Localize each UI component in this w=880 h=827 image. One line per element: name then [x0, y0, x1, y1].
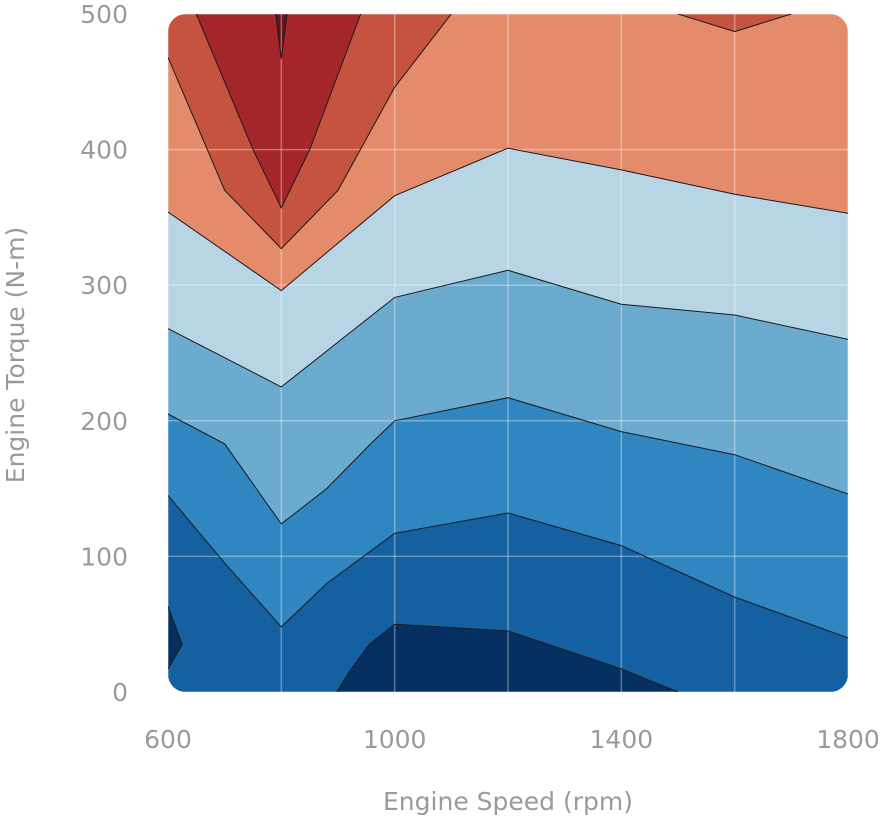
contour-line-4 [168, 269, 848, 388]
grid-lines [168, 14, 848, 692]
contour-line-5 [168, 147, 848, 292]
contour-line-7 [195, 14, 362, 210]
y-tick-label: 0 [112, 678, 128, 707]
level-1-local-fill [168, 606, 183, 669]
y-tick-label: 500 [80, 0, 128, 29]
x-tick-label: 1400 [590, 725, 654, 754]
contour-lines [168, 14, 848, 692]
plot-area [168, 14, 848, 692]
y-tick-label: 200 [80, 407, 128, 436]
y-tick-label: 400 [80, 136, 128, 165]
contour-line-6 [168, 14, 452, 250]
x-tick-label: 1800 [816, 725, 880, 754]
level-7-fill [678, 14, 792, 32]
x-tick-label: 600 [144, 725, 192, 754]
level-9-fill [275, 14, 287, 59]
contour-line-8 [275, 14, 288, 59]
contour-line-3 [168, 397, 848, 525]
x-tick-label: 1000 [363, 725, 427, 754]
y-axis-ticks: 0 100 200 300 400 500 [80, 0, 128, 707]
level-1-fill [168, 624, 678, 692]
contour-line-9 [677, 14, 792, 33]
y-axis-title: Engine Torque (N-m) [1, 227, 30, 483]
contour-fills [168, 14, 848, 692]
contour-line-2 [168, 495, 848, 639]
x-axis-ticks: 600 1000 1400 1800 [144, 725, 880, 754]
y-tick-label: 100 [80, 542, 128, 571]
level-8-fill [196, 14, 361, 208]
contour-line-local [168, 606, 183, 670]
x-axis-title: Engine Speed (rpm) [383, 787, 633, 816]
level-2-fill [168, 495, 848, 692]
contour-line-1 [336, 623, 679, 692]
y-tick-label: 300 [80, 271, 128, 300]
